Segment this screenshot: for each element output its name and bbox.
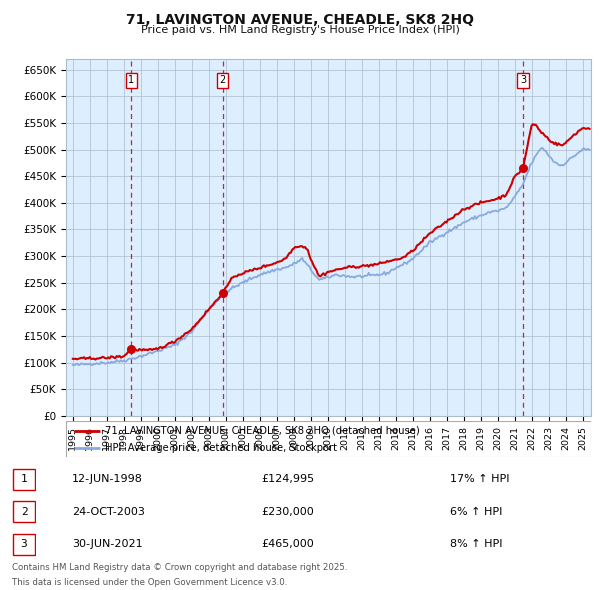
Text: 12-JUN-1998: 12-JUN-1998 — [72, 474, 143, 484]
Text: 3: 3 — [20, 539, 28, 549]
Text: 2: 2 — [220, 76, 226, 86]
Text: 2: 2 — [20, 507, 28, 517]
Text: 30-JUN-2021: 30-JUN-2021 — [72, 539, 143, 549]
Text: 71, LAVINGTON AVENUE, CHEADLE, SK8 2HQ: 71, LAVINGTON AVENUE, CHEADLE, SK8 2HQ — [126, 13, 474, 27]
Text: 3: 3 — [520, 76, 526, 86]
Text: £230,000: £230,000 — [262, 507, 314, 517]
Text: 1: 1 — [20, 474, 28, 484]
Text: 17% ↑ HPI: 17% ↑ HPI — [450, 474, 509, 484]
Text: £465,000: £465,000 — [262, 539, 314, 549]
Text: 6% ↑ HPI: 6% ↑ HPI — [450, 507, 502, 517]
Text: This data is licensed under the Open Government Licence v3.0.: This data is licensed under the Open Gov… — [12, 578, 287, 587]
Bar — [13, 468, 35, 490]
Text: Price paid vs. HM Land Registry's House Price Index (HPI): Price paid vs. HM Land Registry's House … — [140, 25, 460, 35]
Bar — [13, 502, 35, 523]
Text: 24-OCT-2003: 24-OCT-2003 — [72, 507, 145, 517]
Text: 71, LAVINGTON AVENUE, CHEADLE, SK8 2HQ (detached house): 71, LAVINGTON AVENUE, CHEADLE, SK8 2HQ (… — [106, 426, 420, 436]
Text: 8% ↑ HPI: 8% ↑ HPI — [450, 539, 503, 549]
Text: 1: 1 — [128, 76, 134, 86]
Bar — [13, 534, 35, 555]
Text: Contains HM Land Registry data © Crown copyright and database right 2025.: Contains HM Land Registry data © Crown c… — [12, 563, 347, 572]
Text: £124,995: £124,995 — [262, 474, 314, 484]
Text: HPI: Average price, detached house, Stockport: HPI: Average price, detached house, Stoc… — [106, 443, 337, 453]
